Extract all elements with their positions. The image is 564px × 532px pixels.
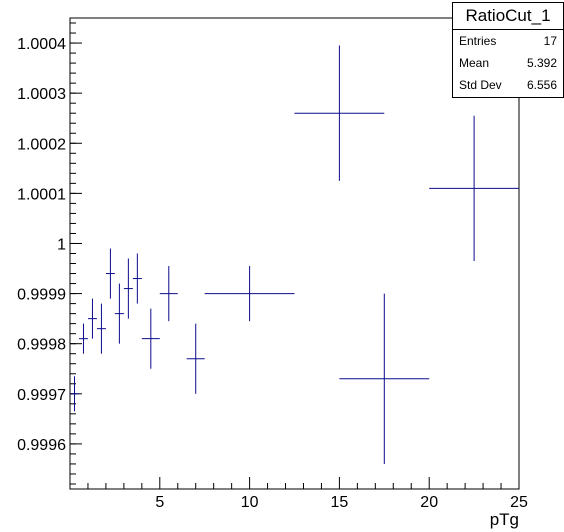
y-tick-label: 1.0004 [17,36,66,53]
x-tick-label: 10 [241,494,259,511]
data-point [87,298,97,339]
data-points [70,45,519,464]
x-tick-label: 15 [331,494,349,511]
data-point [186,323,205,394]
data-point [159,266,178,322]
stats-title: RatioCut_1 [453,3,563,30]
data-point [294,45,385,181]
y-tick-label: 1.0003 [17,86,66,103]
y-tick-label: 0.9999 [17,287,66,304]
y-tick-label: 1.0002 [17,136,66,153]
y-tick-label: 0.9997 [17,387,66,404]
x-axis-label: pTg [490,510,519,529]
stats-value: 17 [543,34,557,48]
data-point [114,283,124,344]
y-tick-label: 0.9996 [17,437,66,454]
data-point [339,293,430,464]
x-tick-label: 25 [510,494,528,511]
stats-box: RatioCut_1 Entries 17 Mean 5.392 Std Dev… [452,2,564,98]
stats-row-stddev: Std Dev 6.556 [453,74,563,96]
stats-label: Entries [459,34,497,48]
y-axis: 0.9996 0.9997 0.9998 0.9999 1 1.0001 1.0002 1.0… [17,22,82,485]
x-tick-label: 20 [420,494,438,511]
data-point [123,258,133,319]
data-point [78,323,88,354]
stats-label: Std Dev [459,78,502,92]
data-point [105,248,115,299]
data-point [204,266,295,322]
data-point [429,115,519,262]
data-point [96,303,106,354]
stats-row-entries: Entries 17 [453,30,563,52]
stats-row-mean: Mean 5.392 [453,52,563,74]
data-point [70,376,79,412]
y-tick-label: 0.9998 [17,337,66,354]
stats-label: Mean [459,56,490,70]
x-tick-label: 5 [155,494,164,511]
data-point [132,253,142,304]
y-tick-label: 1.0001 [17,186,66,203]
stats-value: 5.392 [526,56,557,70]
stats-value: 6.556 [526,78,557,92]
y-tick-label: 1 [57,236,66,253]
data-point [141,308,160,369]
x-axis: 5 10 15 20 25 [87,477,528,511]
